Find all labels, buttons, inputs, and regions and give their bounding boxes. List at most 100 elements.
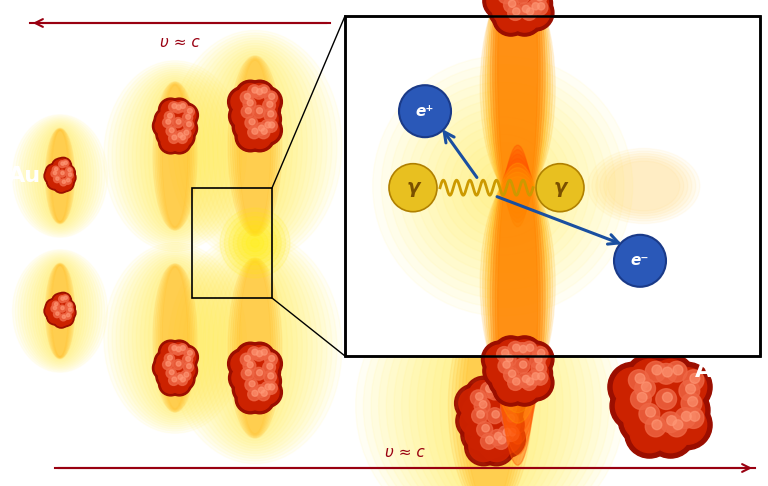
Ellipse shape [235,260,276,435]
Circle shape [250,356,280,387]
Text: e⁻: e⁻ [631,253,649,268]
Circle shape [469,432,498,462]
Circle shape [158,98,183,122]
Circle shape [482,420,521,458]
Circle shape [169,370,174,375]
Circle shape [263,370,276,383]
Ellipse shape [183,38,327,254]
Circle shape [240,344,270,374]
Circle shape [487,408,503,424]
Circle shape [465,376,503,414]
Circle shape [663,363,712,412]
Circle shape [684,370,704,391]
Ellipse shape [112,65,238,247]
Circle shape [656,364,677,384]
Circle shape [518,341,554,378]
Circle shape [244,122,275,152]
Ellipse shape [440,303,540,486]
Circle shape [184,372,189,377]
Circle shape [252,87,258,93]
Circle shape [486,424,516,453]
Circle shape [502,367,538,403]
Circle shape [625,354,674,403]
Ellipse shape [239,60,271,232]
Circle shape [485,385,493,392]
Ellipse shape [37,127,83,225]
Ellipse shape [50,130,70,222]
Ellipse shape [188,243,322,453]
Ellipse shape [21,254,99,368]
Circle shape [497,374,525,402]
Circle shape [508,370,516,377]
Ellipse shape [588,149,700,224]
Circle shape [483,0,519,19]
Circle shape [158,372,183,396]
Circle shape [176,361,181,366]
Circle shape [507,415,515,422]
Circle shape [474,398,490,414]
Circle shape [173,103,183,113]
Circle shape [526,378,534,385]
Circle shape [620,376,658,415]
Circle shape [250,239,260,247]
Circle shape [174,131,185,141]
Circle shape [243,104,266,128]
Circle shape [61,166,74,179]
Circle shape [52,301,59,308]
Circle shape [169,102,179,112]
Ellipse shape [37,262,83,360]
Ellipse shape [153,82,197,230]
Circle shape [233,221,277,265]
Ellipse shape [386,282,594,486]
Circle shape [493,434,509,450]
Ellipse shape [455,302,525,486]
Ellipse shape [233,260,277,436]
Circle shape [54,295,67,308]
Circle shape [176,361,195,380]
Circle shape [55,293,71,309]
Circle shape [532,370,548,385]
Circle shape [481,434,496,450]
Circle shape [235,342,266,373]
Circle shape [631,389,651,410]
Circle shape [252,381,275,404]
Circle shape [634,378,656,399]
Circle shape [530,353,545,368]
Circle shape [242,118,272,149]
Circle shape [176,347,181,352]
Circle shape [265,120,277,132]
Ellipse shape [31,259,88,363]
Circle shape [257,107,263,114]
Circle shape [628,370,649,391]
Text: γ: γ [554,178,567,197]
Circle shape [266,364,273,369]
Circle shape [170,367,195,391]
Circle shape [180,135,185,140]
Ellipse shape [604,158,684,213]
Ellipse shape [495,0,540,222]
Ellipse shape [26,257,94,365]
Circle shape [506,336,543,372]
Circle shape [488,0,525,28]
Circle shape [51,168,68,184]
Circle shape [681,393,702,414]
Circle shape [635,356,685,405]
Circle shape [252,115,283,145]
Circle shape [482,432,511,462]
Circle shape [399,82,607,290]
Circle shape [251,366,281,397]
Circle shape [46,305,59,317]
Circle shape [61,295,69,302]
Circle shape [641,362,679,400]
Circle shape [54,170,67,183]
Circle shape [252,349,258,355]
Circle shape [485,436,493,444]
Circle shape [163,356,187,380]
Circle shape [504,367,519,382]
Circle shape [254,123,267,136]
Circle shape [506,1,535,30]
Circle shape [153,356,177,380]
Circle shape [487,384,503,400]
Circle shape [174,369,192,388]
Circle shape [499,0,536,4]
